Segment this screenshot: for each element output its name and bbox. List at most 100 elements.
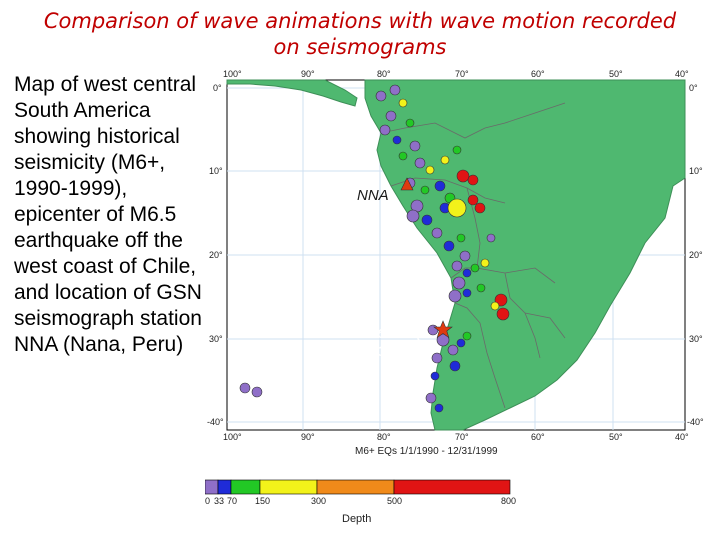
quake-point	[476, 283, 486, 293]
central-america-landmass	[226, 79, 358, 107]
legend-tick: 70	[227, 496, 237, 506]
lat-label: 30°	[209, 334, 223, 344]
lon-labels-top: 100° 90° 80° 70° 60° 50° 40°	[223, 69, 689, 79]
epicenter-star-icon	[433, 320, 453, 339]
lat-label: 10°	[209, 166, 223, 176]
quake-point	[409, 140, 421, 152]
lon-label: 100°	[223, 432, 242, 442]
event-label-line2: 9/3/1998	[365, 343, 424, 360]
lon-label: 60°	[531, 69, 545, 79]
quake-point	[470, 263, 480, 273]
lat-label: 20°	[209, 250, 223, 260]
legend-title: Depth	[342, 513, 371, 525]
depth-legend: 0 33 70 150 300 500 800 Depth	[204, 479, 516, 525]
slide-title: Comparison of wave animations with wave …	[0, 8, 720, 60]
legend-bin-70-150	[230, 479, 261, 495]
quake-point	[425, 392, 437, 404]
quake-point	[431, 352, 443, 364]
quake-point	[456, 233, 466, 243]
seismicity-map: NNA M6.5 EQ 9/3/1998 100° 90° 80° 70° 60…	[204, 69, 704, 525]
lat-label: -40°	[207, 417, 224, 427]
map-caption: M6+ EQs 1/1/1990 - 12/31/1999	[355, 446, 498, 457]
quake-point	[434, 403, 444, 413]
legend-bin-500-800	[393, 479, 511, 495]
station-nna-marker	[400, 177, 414, 191]
quake-point	[462, 331, 472, 341]
legend-tick: 33	[214, 496, 224, 506]
lat-label: 20°	[689, 250, 703, 260]
quake-point	[385, 110, 397, 122]
legend-tick: 800	[501, 496, 516, 506]
quake-point	[239, 382, 251, 394]
quake-point	[430, 371, 440, 381]
legend-tick: 500	[387, 496, 402, 506]
lat-labels-left: 0° 10° 20° 30° -40°	[207, 83, 224, 427]
quake-point	[375, 90, 387, 102]
quake-point	[496, 307, 510, 321]
event-label-line1: M6.5 EQ	[365, 325, 425, 342]
quake-point	[389, 84, 401, 96]
lon-label: 70°	[455, 69, 469, 79]
quake-point	[251, 386, 263, 398]
lat-label: 10°	[689, 166, 703, 176]
quake-point	[474, 202, 486, 214]
quake-point	[462, 268, 472, 278]
lon-label: 40°	[675, 432, 689, 442]
lon-label: 90°	[301, 69, 315, 79]
legend-bin-150-300	[259, 479, 318, 495]
quake-point	[480, 258, 490, 268]
legend-bin-300-500	[316, 479, 395, 495]
quake-point	[421, 214, 433, 226]
seismicity-map-figure: NNA M6.5 EQ 9/3/1998 100° 90° 80° 70° 60…	[204, 68, 715, 528]
quake-point	[414, 157, 426, 169]
legend-bin-33-70	[217, 479, 232, 495]
quake-point	[440, 155, 450, 165]
lon-label: 80°	[377, 69, 391, 79]
earthquake-epicenters	[239, 84, 510, 413]
quake-point	[379, 124, 391, 136]
slide-title-line1: Comparison of wave animations with wave …	[43, 9, 677, 33]
legend-tick: 0	[205, 496, 210, 506]
quake-point	[449, 360, 461, 372]
lon-label: 60°	[531, 432, 545, 442]
lon-label: 90°	[301, 432, 315, 442]
quake-point	[436, 333, 450, 347]
legend-tick: 150	[255, 496, 270, 506]
quake-point	[452, 276, 466, 290]
quake-point	[467, 174, 479, 186]
quake-point	[490, 301, 500, 311]
quake-point	[456, 338, 466, 348]
lon-label: 40°	[675, 69, 689, 79]
quake-point	[459, 250, 471, 262]
lon-label: 70°	[455, 432, 469, 442]
quake-point	[420, 185, 430, 195]
quake-point	[447, 198, 467, 218]
lat-label: 0°	[689, 83, 698, 93]
quake-point	[434, 180, 446, 192]
station-nna-label: NNA	[357, 187, 389, 204]
lon-label: 80°	[377, 432, 391, 442]
quake-point	[452, 145, 462, 155]
quake-point	[427, 324, 439, 336]
quake-point	[406, 209, 420, 223]
legend-bin-0-33	[204, 479, 219, 495]
lat-labels-right: 0° 10° 20° 30° -40°	[687, 83, 704, 427]
legend-tick: 300	[311, 496, 326, 506]
lon-label: 50°	[609, 432, 623, 442]
quake-point	[443, 240, 455, 252]
quake-point	[451, 260, 463, 272]
lat-label: 0°	[213, 83, 222, 93]
quake-point	[486, 233, 496, 243]
quake-point	[398, 151, 408, 161]
quake-point	[431, 227, 443, 239]
lon-label: 100°	[223, 69, 242, 79]
lat-label: -40°	[687, 417, 704, 427]
quake-point	[448, 289, 462, 303]
map-description: Map of west central South America showin…	[14, 73, 202, 356]
quake-point	[405, 118, 415, 128]
lon-label: 50°	[609, 69, 623, 79]
quake-point	[398, 98, 408, 108]
quake-point	[456, 169, 470, 183]
slide-title-line2: on seismograms	[273, 35, 447, 59]
quake-point	[462, 288, 472, 298]
